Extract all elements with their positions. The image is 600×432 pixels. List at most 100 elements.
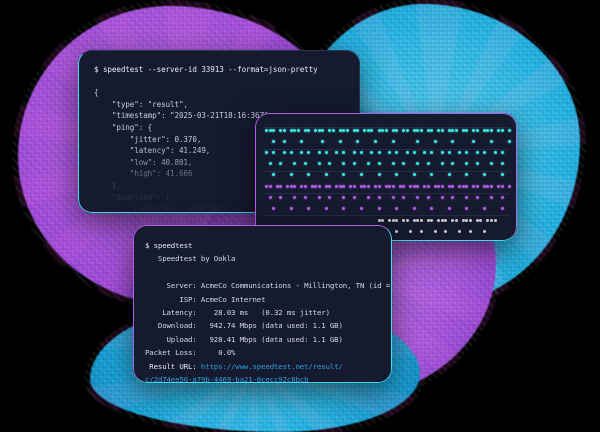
graph-dot (475, 196, 479, 199)
graph-dot (363, 129, 367, 132)
graph-dot (405, 219, 409, 222)
graph-dot (373, 185, 377, 188)
graph-dot (275, 185, 279, 188)
graph-gridline (263, 149, 509, 150)
graph-dot (461, 129, 465, 132)
graph-dot-gap (444, 185, 447, 188)
graph-dot-gap (363, 173, 366, 176)
graph-dot (328, 185, 332, 188)
graph-dot-gap (374, 173, 377, 176)
graph-dot-gap (430, 140, 433, 143)
graph-dot (440, 219, 444, 222)
graph-dot (497, 185, 501, 188)
graph-dot (265, 151, 268, 154)
graph-dot (342, 129, 346, 132)
graph-dot-gap (388, 173, 391, 176)
graph-dot-gap (349, 129, 352, 132)
result-url-link[interactable]: https://www.speedtest.net/result/ (196, 361, 343, 371)
graph-dot-gap (472, 173, 475, 176)
graph-dot (465, 219, 469, 222)
graph-dot-gap (472, 151, 475, 154)
graph-dot-gap (451, 173, 454, 176)
graph-dot-gap (508, 230, 511, 233)
graph-dot-gap (416, 207, 419, 210)
graph-dot (314, 185, 318, 188)
graph-dot (437, 219, 441, 222)
graph-dot (447, 173, 451, 176)
graph-dot (440, 185, 444, 188)
graph-dot-gap (395, 185, 398, 188)
graph-dot-gap (504, 219, 507, 222)
graph-dot (426, 162, 430, 165)
graph-dot (507, 140, 511, 143)
graph-dot (279, 185, 283, 188)
graph-dot-gap (293, 173, 296, 176)
graph-dot (500, 196, 504, 199)
graph-dot-gap (335, 196, 338, 199)
graph-dot-gap (402, 230, 405, 233)
graph-dot (377, 151, 381, 154)
graph-dot-gap (356, 196, 359, 199)
graph-dot-gap (286, 219, 289, 222)
graph-dot (475, 129, 479, 132)
graph-dot-gap (504, 185, 507, 188)
graph-dot (444, 219, 448, 222)
graph-dot (265, 129, 268, 132)
graph-dot (465, 185, 469, 188)
graph-dot-gap (300, 173, 303, 176)
graph-dot-gap (504, 129, 507, 132)
graph-dot (447, 151, 451, 154)
graph-dot-gap (374, 207, 377, 210)
graph-dot-gap (335, 162, 338, 165)
graph-dot (268, 129, 272, 132)
graph-gridline (263, 171, 509, 172)
graph-dot-row (265, 173, 511, 176)
graph-dot (338, 185, 342, 188)
graph-dot (391, 185, 395, 188)
graph-dot-gap (458, 129, 461, 132)
result-prompt-line: $ speedtest (145, 241, 193, 250)
graph-dot-gap (374, 129, 377, 132)
graph-dot-gap (504, 196, 507, 199)
graph-dot (272, 129, 276, 132)
graph-dot (416, 162, 420, 165)
graph-dot (490, 129, 493, 132)
graph-dot-gap (286, 207, 289, 210)
graph-dot-gap (374, 151, 377, 154)
graph-dot-gap (356, 173, 359, 176)
result-url-continuation[interactable]: c/2d74ee56-a79b-4469-ba21-0cecc92c8bcb (145, 375, 309, 383)
graph-dot (472, 185, 476, 188)
graph-dot (356, 129, 360, 132)
graph-dot (486, 219, 490, 222)
result-title: Speedtest by Ookla (145, 254, 236, 264)
graph-dot-gap (472, 219, 475, 222)
graph-dot-gap (458, 162, 461, 165)
graph-dot (493, 219, 497, 222)
graph-dot (451, 140, 455, 143)
graph-dot (391, 196, 395, 199)
graph-dot-gap (423, 162, 426, 165)
graph-dot-gap (497, 162, 500, 165)
graph-dot (500, 162, 504, 165)
graph-dot-gap (279, 207, 282, 210)
graph-dot (451, 129, 455, 132)
graph-dot-gap (314, 207, 317, 210)
graph-dot-gap (458, 207, 461, 210)
graph-dot (373, 140, 377, 143)
graph-dot (391, 219, 395, 222)
graph-dot (296, 129, 300, 132)
graph-dot-gap (286, 140, 289, 143)
graph-dot (402, 162, 406, 165)
graph-dot (356, 140, 360, 143)
graph-dot (272, 173, 276, 176)
graph-dot (377, 129, 381, 132)
graph-dot (482, 230, 486, 233)
graph-dot (402, 129, 406, 132)
graph-dot (342, 196, 346, 199)
graph-dot (317, 151, 321, 154)
graph-dot (475, 219, 479, 222)
graph-dot (497, 129, 501, 132)
graph-dot (388, 185, 392, 188)
graph-dot-gap (328, 219, 331, 222)
graph-dot-gap (279, 219, 282, 222)
